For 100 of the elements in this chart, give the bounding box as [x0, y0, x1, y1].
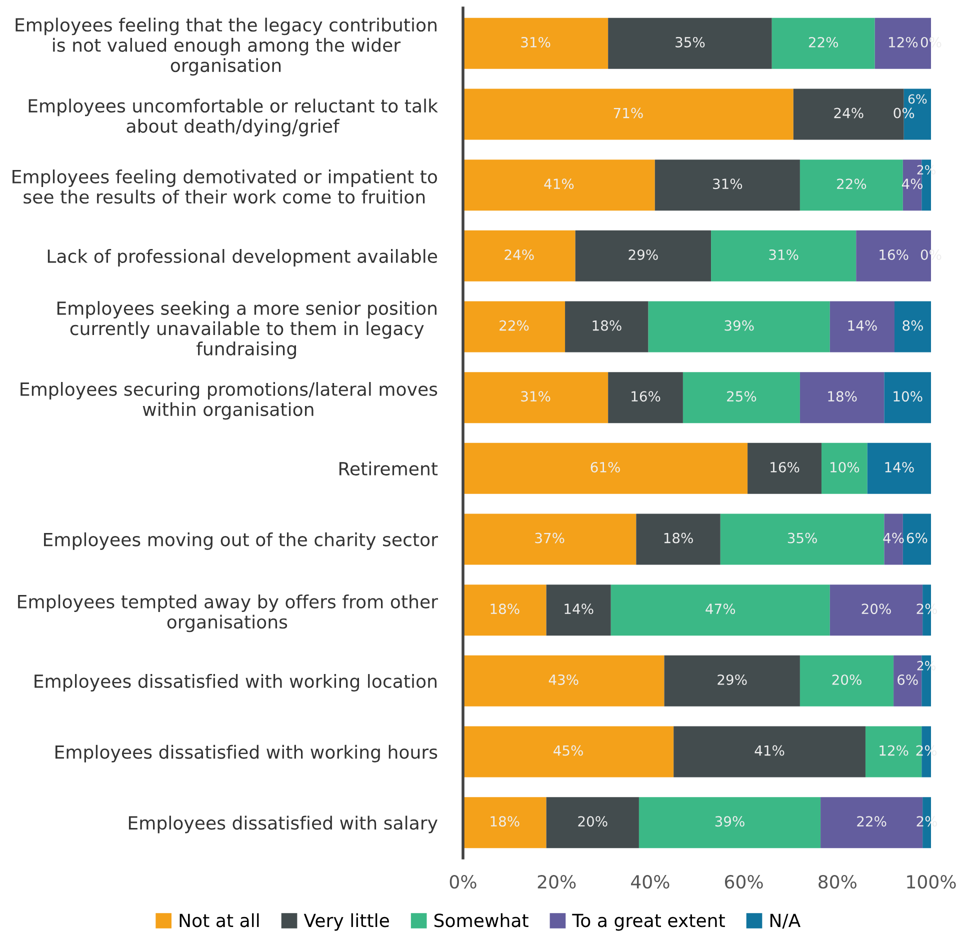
data-label: 31%: [521, 391, 550, 402]
legend-label: Somewhat: [434, 913, 528, 928]
y-tick-label: Employees uncomfortable or reluctant to talk about death/dying/grief: [28, 98, 438, 136]
bar: [636, 514, 720, 565]
bar: [575, 230, 712, 282]
data-label: 47%: [706, 604, 736, 614]
bar: [608, 18, 772, 69]
data-label: 24%: [834, 108, 864, 118]
y-tick-label: Lack of professional development available: [48, 249, 438, 267]
bar: [711, 230, 856, 282]
data-label: 20%: [832, 674, 862, 685]
data-label: 18%: [490, 604, 520, 614]
bar: [546, 584, 611, 636]
bar: [638, 797, 821, 848]
bar: [800, 655, 894, 706]
y-tick-label: Employees feeling that the legacy contribution is not valued enough among the wider organisation: [16, 18, 436, 76]
x-tick-label: 80%: [818, 874, 856, 889]
data-label: 22%: [500, 320, 529, 331]
data-label: 35%: [676, 36, 705, 48]
x-tick-label: 0%: [450, 874, 476, 889]
bar: [821, 442, 868, 494]
bar: [800, 372, 884, 424]
data-label: 20%: [862, 604, 891, 614]
data-label: 0%: [894, 108, 914, 118]
bar: [830, 301, 894, 352]
bar: [463, 230, 576, 282]
data-label: 6%: [908, 94, 927, 104]
bar: [463, 18, 608, 69]
bar: [682, 372, 800, 424]
y-tick-label: Employees dissatisfied with working hours: [56, 744, 438, 762]
bar: [610, 584, 830, 636]
data-label: 61%: [590, 462, 620, 472]
x-tick-label: 20%: [538, 874, 576, 889]
data-label: 29%: [628, 249, 658, 260]
bar: [772, 18, 875, 69]
bar: [546, 797, 639, 848]
y-tick-label: Retirement: [339, 462, 438, 476]
data-label: 6%: [898, 674, 918, 685]
bar: [608, 372, 683, 424]
data-label: 12%: [889, 36, 918, 48]
data-label: 10%: [830, 462, 860, 472]
legend-label: Very little: [304, 913, 389, 931]
data-label: 31%: [713, 178, 742, 190]
bar: [894, 301, 931, 352]
data-label: 12%: [880, 745, 908, 756]
bar: [463, 584, 546, 636]
legend-label: To a great extent: [572, 914, 725, 931]
bar: [463, 372, 608, 424]
bar: [565, 301, 648, 352]
bar: [654, 160, 800, 211]
data-label: 14%: [848, 320, 877, 331]
y-tick-label: Employees moving out of the charity sector: [44, 532, 438, 550]
bar: [463, 726, 674, 778]
bar: [648, 301, 830, 352]
y-tick-label: Employees securing promotions/lateral moves within organisation: [20, 382, 438, 420]
bar: [720, 514, 884, 565]
data-label: 16%: [770, 462, 800, 472]
bar: [463, 797, 546, 848]
data-label: 45%: [554, 745, 583, 756]
bar: [463, 88, 794, 140]
bar: [748, 442, 822, 494]
bar: [463, 514, 636, 565]
data-label: 18%: [664, 532, 693, 544]
data-label: 31%: [769, 249, 798, 260]
data-label: 41%: [544, 178, 574, 190]
data-label: 37%: [535, 532, 564, 544]
data-label: 2%: [916, 816, 938, 827]
bar: [800, 160, 903, 211]
data-label: 14%: [885, 462, 914, 472]
data-label: 22%: [808, 36, 838, 48]
data-label: 71%: [614, 108, 643, 118]
x-tick-label: 40%: [631, 874, 670, 889]
data-label: 18%: [592, 320, 622, 331]
bar: [664, 655, 800, 706]
legend-label: N/A: [770, 914, 800, 929]
data-label: 24%: [504, 249, 534, 260]
data-label: 22%: [857, 816, 886, 827]
y-tick-label: Employees dissatisfied with salary: [128, 816, 438, 834]
data-label: 22%: [837, 178, 866, 190]
data-label: 35%: [788, 532, 817, 544]
data-label: 31%: [521, 36, 550, 48]
bar: [884, 372, 931, 424]
bar: [902, 514, 931, 565]
data-label: 39%: [724, 320, 754, 331]
data-label: 16%: [632, 391, 660, 402]
data-label: 18%: [828, 391, 857, 402]
data-label: 0%: [920, 249, 942, 260]
data-label: 39%: [715, 816, 744, 827]
data-label: 29%: [718, 674, 747, 685]
bar: [674, 726, 866, 778]
data-label: 43%: [548, 674, 578, 685]
data-label: 6%: [906, 532, 928, 544]
y-tick-label: Employees dissatisfied with working location: [34, 674, 436, 692]
y-tick-label: Employees feeling demotivated or impatient to see the results of their work come to fruition: [12, 169, 438, 204]
data-label: 14%: [564, 604, 594, 614]
data-label: 2%: [916, 604, 938, 614]
data-label: 16%: [880, 249, 908, 260]
data-label: 20%: [578, 816, 608, 827]
x-tick-label: 100%: [907, 874, 956, 889]
x-tick-label: 60%: [724, 874, 763, 889]
